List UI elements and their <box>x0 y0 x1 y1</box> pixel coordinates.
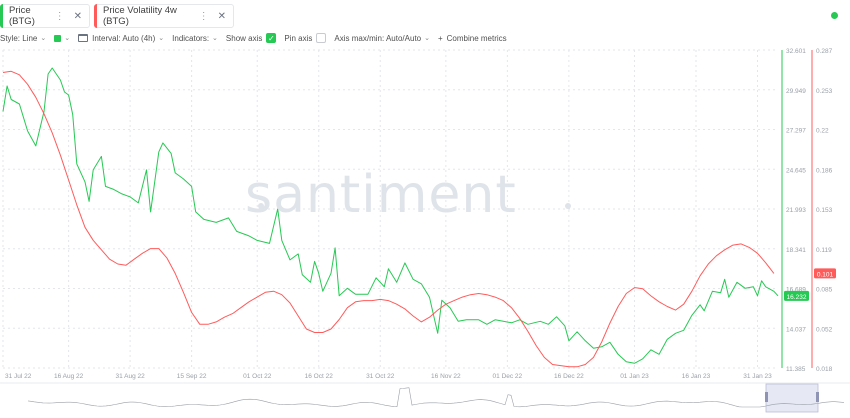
show-axis-toggle[interactable]: Show axis ✓ <box>225 33 277 43</box>
x-tick-label: 15 Sep 22 <box>177 373 207 380</box>
x-tick-label: 16 Jan 23 <box>682 373 711 380</box>
volatility-axis-tick-label: 0.119 <box>816 247 832 254</box>
close-icon[interactable]: ✕ <box>217 10 226 22</box>
x-tick-label: 01 Jan 23 <box>620 373 649 380</box>
pin-axis-label: Pin axis <box>284 33 313 43</box>
show-axis-label: Show axis <box>225 33 263 43</box>
chart-toolbar: Style: Line ⌄ ⌄ Interval: Auto (4h) ⌄ In… <box>0 31 515 45</box>
volatility-axis-tick-label: 0.186 <box>816 167 833 174</box>
price-axis-tick-label: 24.645 <box>786 167 806 174</box>
x-tick-label: 01 Oct 22 <box>243 373 272 380</box>
interval-label: Interval: Auto (4h) <box>92 33 156 43</box>
price-axis-tick-label: 18.341 <box>786 247 806 254</box>
chart-area[interactable]: 31 Jul 22 16 Aug 22 31 Aug 22 15 Sep 22 01 O… <box>0 44 850 418</box>
price-axis-tick-label: 32.601 <box>786 48 806 55</box>
price-axis-tick-label: 11.385 <box>786 366 806 373</box>
style-dropdown[interactable]: Style: Line ⌄ <box>0 34 46 43</box>
volatility-current-value-text: 0.101 <box>817 271 834 278</box>
plus-icon: + <box>437 33 443 43</box>
more-options-icon[interactable]: ⋮ <box>54 10 65 22</box>
chevron-down-icon: ⌄ <box>424 35 430 42</box>
price-color-bar <box>0 4 3 28</box>
x-tick-label: 16 Nov 22 <box>431 373 461 380</box>
price-axis-tick-label: 29.949 <box>786 88 806 95</box>
navigator-left-handle[interactable] <box>765 392 768 402</box>
x-tick-label: 16 Aug 22 <box>54 373 84 380</box>
chevron-down-icon: ⌄ <box>40 35 47 42</box>
axis-maxmin-label: Axis max/min: Auto/Auto <box>334 33 422 43</box>
price-current-value-text: 16.232 <box>787 294 807 301</box>
price-axis-tick-label: 21.993 <box>786 207 806 214</box>
x-tick-label: 16 Oct 22 <box>305 373 334 380</box>
style-label: Style: Line <box>0 33 38 43</box>
volatility-current-value-badge <box>814 268 836 279</box>
watermark-dot-right <box>565 203 571 209</box>
pin-axis-toggle[interactable]: Pin axis <box>284 33 327 43</box>
live-status-icon <box>831 12 838 19</box>
combine-metrics-button[interactable]: + Combine metrics <box>438 34 507 43</box>
price-series-line[interactable] <box>2 67 779 364</box>
color-swatch-icon <box>54 34 62 42</box>
x-tick-label: 31 Oct 22 <box>366 373 395 380</box>
tab-price-volatility[interactable]: Price Volatility 4w (BTG) ⋮ ✕ <box>94 4 234 28</box>
volatility-axis-tick-label: 0.287 <box>816 48 833 55</box>
x-tick-label: 01 Dec 22 <box>493 373 523 380</box>
tab-volatility-label: Price Volatility 4w (BTG) <box>103 5 177 27</box>
price-axis-tick-label: 27.297 <box>786 128 806 135</box>
volatility-axis-tick-label: 0.085 <box>816 287 833 294</box>
interval-dropdown[interactable]: Interval: Auto (4h) ⌄ <box>78 34 164 43</box>
combine-metrics-label: Combine metrics <box>446 33 507 43</box>
price-current-value-badge <box>784 290 809 301</box>
more-options-icon[interactable]: ⋮ <box>198 10 209 22</box>
volatility-color-bar <box>94 4 97 28</box>
volatility-axis-tick-label: 0.253 <box>816 88 833 95</box>
x-tick-label: 31 Aug 22 <box>115 373 145 380</box>
volatility-axis-tick-label: 0.153 <box>816 207 833 214</box>
chevron-down-icon: ⌄ <box>64 35 71 42</box>
chevron-down-icon: ⌄ <box>158 35 165 42</box>
price-axis-tick-label: 14.037 <box>786 326 806 333</box>
color-dropdown[interactable]: ⌄ <box>54 34 70 42</box>
watermark-dot-left <box>258 203 264 209</box>
navigator-line <box>27 387 845 408</box>
x-tick-label: 31 Jan 23 <box>743 373 772 380</box>
volatility-axis-tick-label: 0.052 <box>816 326 833 333</box>
calendar-icon <box>78 34 89 42</box>
navigator-selection-window[interactable] <box>765 383 819 413</box>
x-tick-label: 16 Dec 22 <box>554 373 584 380</box>
checkbox-unchecked-icon[interactable] <box>316 33 327 43</box>
checkbox-checked-icon[interactable]: ✓ <box>266 33 277 43</box>
volatility-axis-tick-label: 0.22 <box>816 128 829 135</box>
indicators-label: Indicators: <box>172 33 210 43</box>
volatility-axis-tick-label: 0.018 <box>816 366 833 373</box>
x-tick-label: 31 Jul 22 <box>5 373 32 380</box>
navigator-right-handle[interactable] <box>816 392 819 402</box>
volatility-series-line[interactable] <box>2 70 775 368</box>
chevron-down-icon: ⌄ <box>212 35 218 42</box>
tab-price-label: Price (BTG) <box>9 5 35 27</box>
indicators-dropdown[interactable]: Indicators: ⌄ <box>172 34 218 43</box>
axis-maxmin-dropdown[interactable]: Axis max/min: Auto/Auto ⌄ <box>334 34 430 43</box>
metric-tabs: Price (BTG) ⋮ ✕ Price Volatility 4w (BTG… <box>0 4 238 28</box>
close-icon[interactable]: ✕ <box>73 10 82 22</box>
price-axis-tick-label: 16.689 <box>786 287 806 294</box>
tab-price-btg[interactable]: Price (BTG) ⋮ ✕ <box>0 4 90 28</box>
